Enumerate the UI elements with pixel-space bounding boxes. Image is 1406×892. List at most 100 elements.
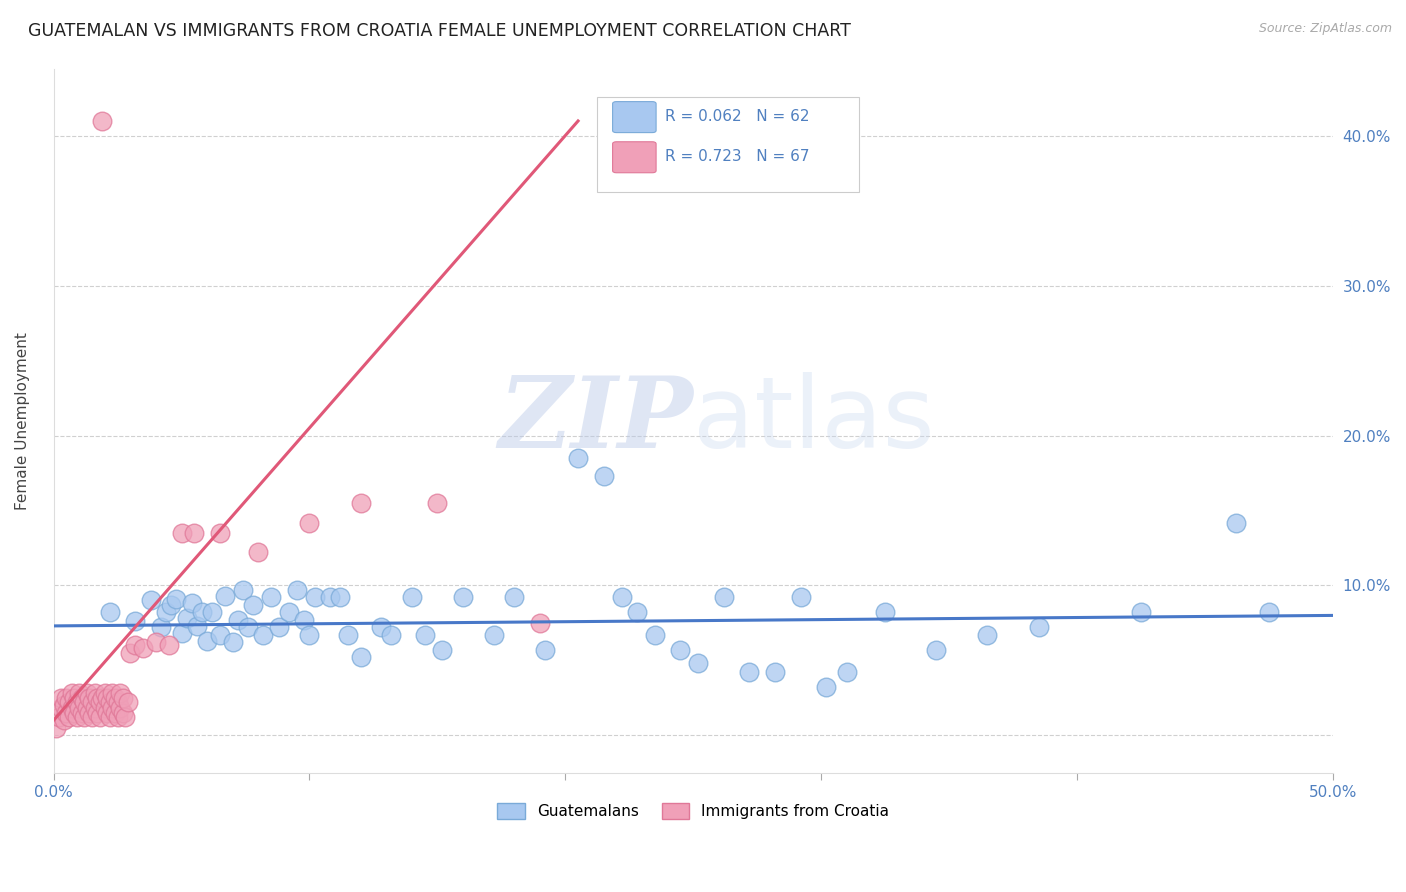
- Point: [155, 606, 177, 620]
- Point: [108, 686, 131, 700]
- Point: [67, 701, 90, 715]
- Point: [191, 606, 214, 620]
- Point: [252, 628, 274, 642]
- Text: R = 0.723   N = 67: R = 0.723 N = 67: [665, 149, 810, 164]
- Point: [91, 690, 114, 705]
- Point: [80, 710, 103, 724]
- Point: [688, 657, 710, 671]
- Point: [247, 545, 270, 559]
- Point: [66, 710, 89, 724]
- Point: [835, 665, 858, 680]
- Point: [713, 591, 735, 605]
- Point: [165, 591, 187, 606]
- Point: [89, 710, 111, 724]
- Point: [73, 695, 96, 709]
- Point: [83, 686, 105, 700]
- Text: Source: ZipAtlas.com: Source: ZipAtlas.com: [1258, 22, 1392, 36]
- Point: [533, 643, 555, 657]
- Point: [51, 701, 73, 715]
- Point: [76, 686, 98, 700]
- Point: [426, 496, 449, 510]
- Point: [108, 701, 131, 715]
- Point: [669, 643, 692, 657]
- Point: [267, 620, 290, 634]
- Point: [114, 710, 136, 724]
- Point: [70, 690, 93, 705]
- Point: [815, 681, 838, 695]
- FancyBboxPatch shape: [613, 142, 657, 173]
- Text: atlas: atlas: [693, 372, 935, 469]
- Point: [120, 646, 142, 660]
- Point: [55, 706, 77, 720]
- Point: [70, 706, 93, 720]
- Point: [260, 591, 283, 605]
- Point: [52, 714, 75, 728]
- Point: [98, 606, 121, 620]
- Y-axis label: Female Unemployment: Female Unemployment: [15, 332, 30, 509]
- Point: [432, 643, 454, 657]
- Point: [180, 596, 202, 610]
- Point: [139, 593, 162, 607]
- Point: [107, 695, 129, 709]
- Point: [214, 589, 236, 603]
- Point: [79, 706, 101, 720]
- Point: [208, 628, 231, 642]
- Point: [183, 526, 205, 541]
- Point: [91, 114, 114, 128]
- Point: [98, 710, 121, 724]
- Point: [567, 451, 589, 466]
- Point: [451, 591, 474, 605]
- Point: [285, 582, 308, 597]
- Point: [1257, 606, 1279, 620]
- Point: [1225, 516, 1247, 530]
- Point: [150, 620, 173, 634]
- Point: [232, 582, 254, 597]
- Text: ZIP: ZIP: [498, 372, 693, 469]
- Point: [160, 598, 183, 612]
- FancyBboxPatch shape: [613, 102, 657, 133]
- Point: [96, 690, 118, 705]
- Point: [48, 710, 70, 724]
- Point: [76, 701, 98, 715]
- Point: [482, 628, 505, 642]
- Point: [145, 635, 167, 649]
- Point: [349, 650, 371, 665]
- Point: [195, 633, 218, 648]
- Point: [132, 641, 155, 656]
- Point: [111, 690, 134, 705]
- Point: [304, 591, 326, 605]
- Point: [83, 701, 105, 715]
- Point: [329, 591, 352, 605]
- Point: [45, 721, 67, 735]
- Point: [89, 695, 111, 709]
- Point: [86, 690, 108, 705]
- Point: [925, 643, 948, 657]
- Point: [370, 620, 392, 634]
- Text: GUATEMALAN VS IMMIGRANTS FROM CROATIA FEMALE UNEMPLOYMENT CORRELATION CHART: GUATEMALAN VS IMMIGRANTS FROM CROATIA FE…: [28, 22, 851, 40]
- Point: [94, 686, 117, 700]
- Point: [292, 613, 315, 627]
- Point: [592, 469, 614, 483]
- Point: [101, 686, 124, 700]
- Point: [101, 701, 124, 715]
- Text: R = 0.062   N = 62: R = 0.062 N = 62: [665, 109, 810, 124]
- Point: [96, 706, 118, 720]
- Point: [529, 615, 551, 630]
- Point: [111, 706, 134, 720]
- Point: [976, 628, 998, 642]
- Point: [58, 695, 80, 709]
- Point: [58, 710, 80, 724]
- Point: [66, 695, 89, 709]
- Point: [738, 665, 761, 680]
- Point: [170, 526, 193, 541]
- Point: [170, 626, 193, 640]
- Point: [242, 598, 264, 612]
- Point: [104, 706, 127, 720]
- Legend: Guatemalans, Immigrants from Croatia: Guatemalans, Immigrants from Croatia: [491, 797, 896, 825]
- Point: [401, 591, 423, 605]
- Point: [1129, 606, 1152, 620]
- Point: [610, 591, 633, 605]
- Point: [176, 611, 198, 625]
- Point: [298, 628, 321, 642]
- FancyBboxPatch shape: [598, 96, 859, 192]
